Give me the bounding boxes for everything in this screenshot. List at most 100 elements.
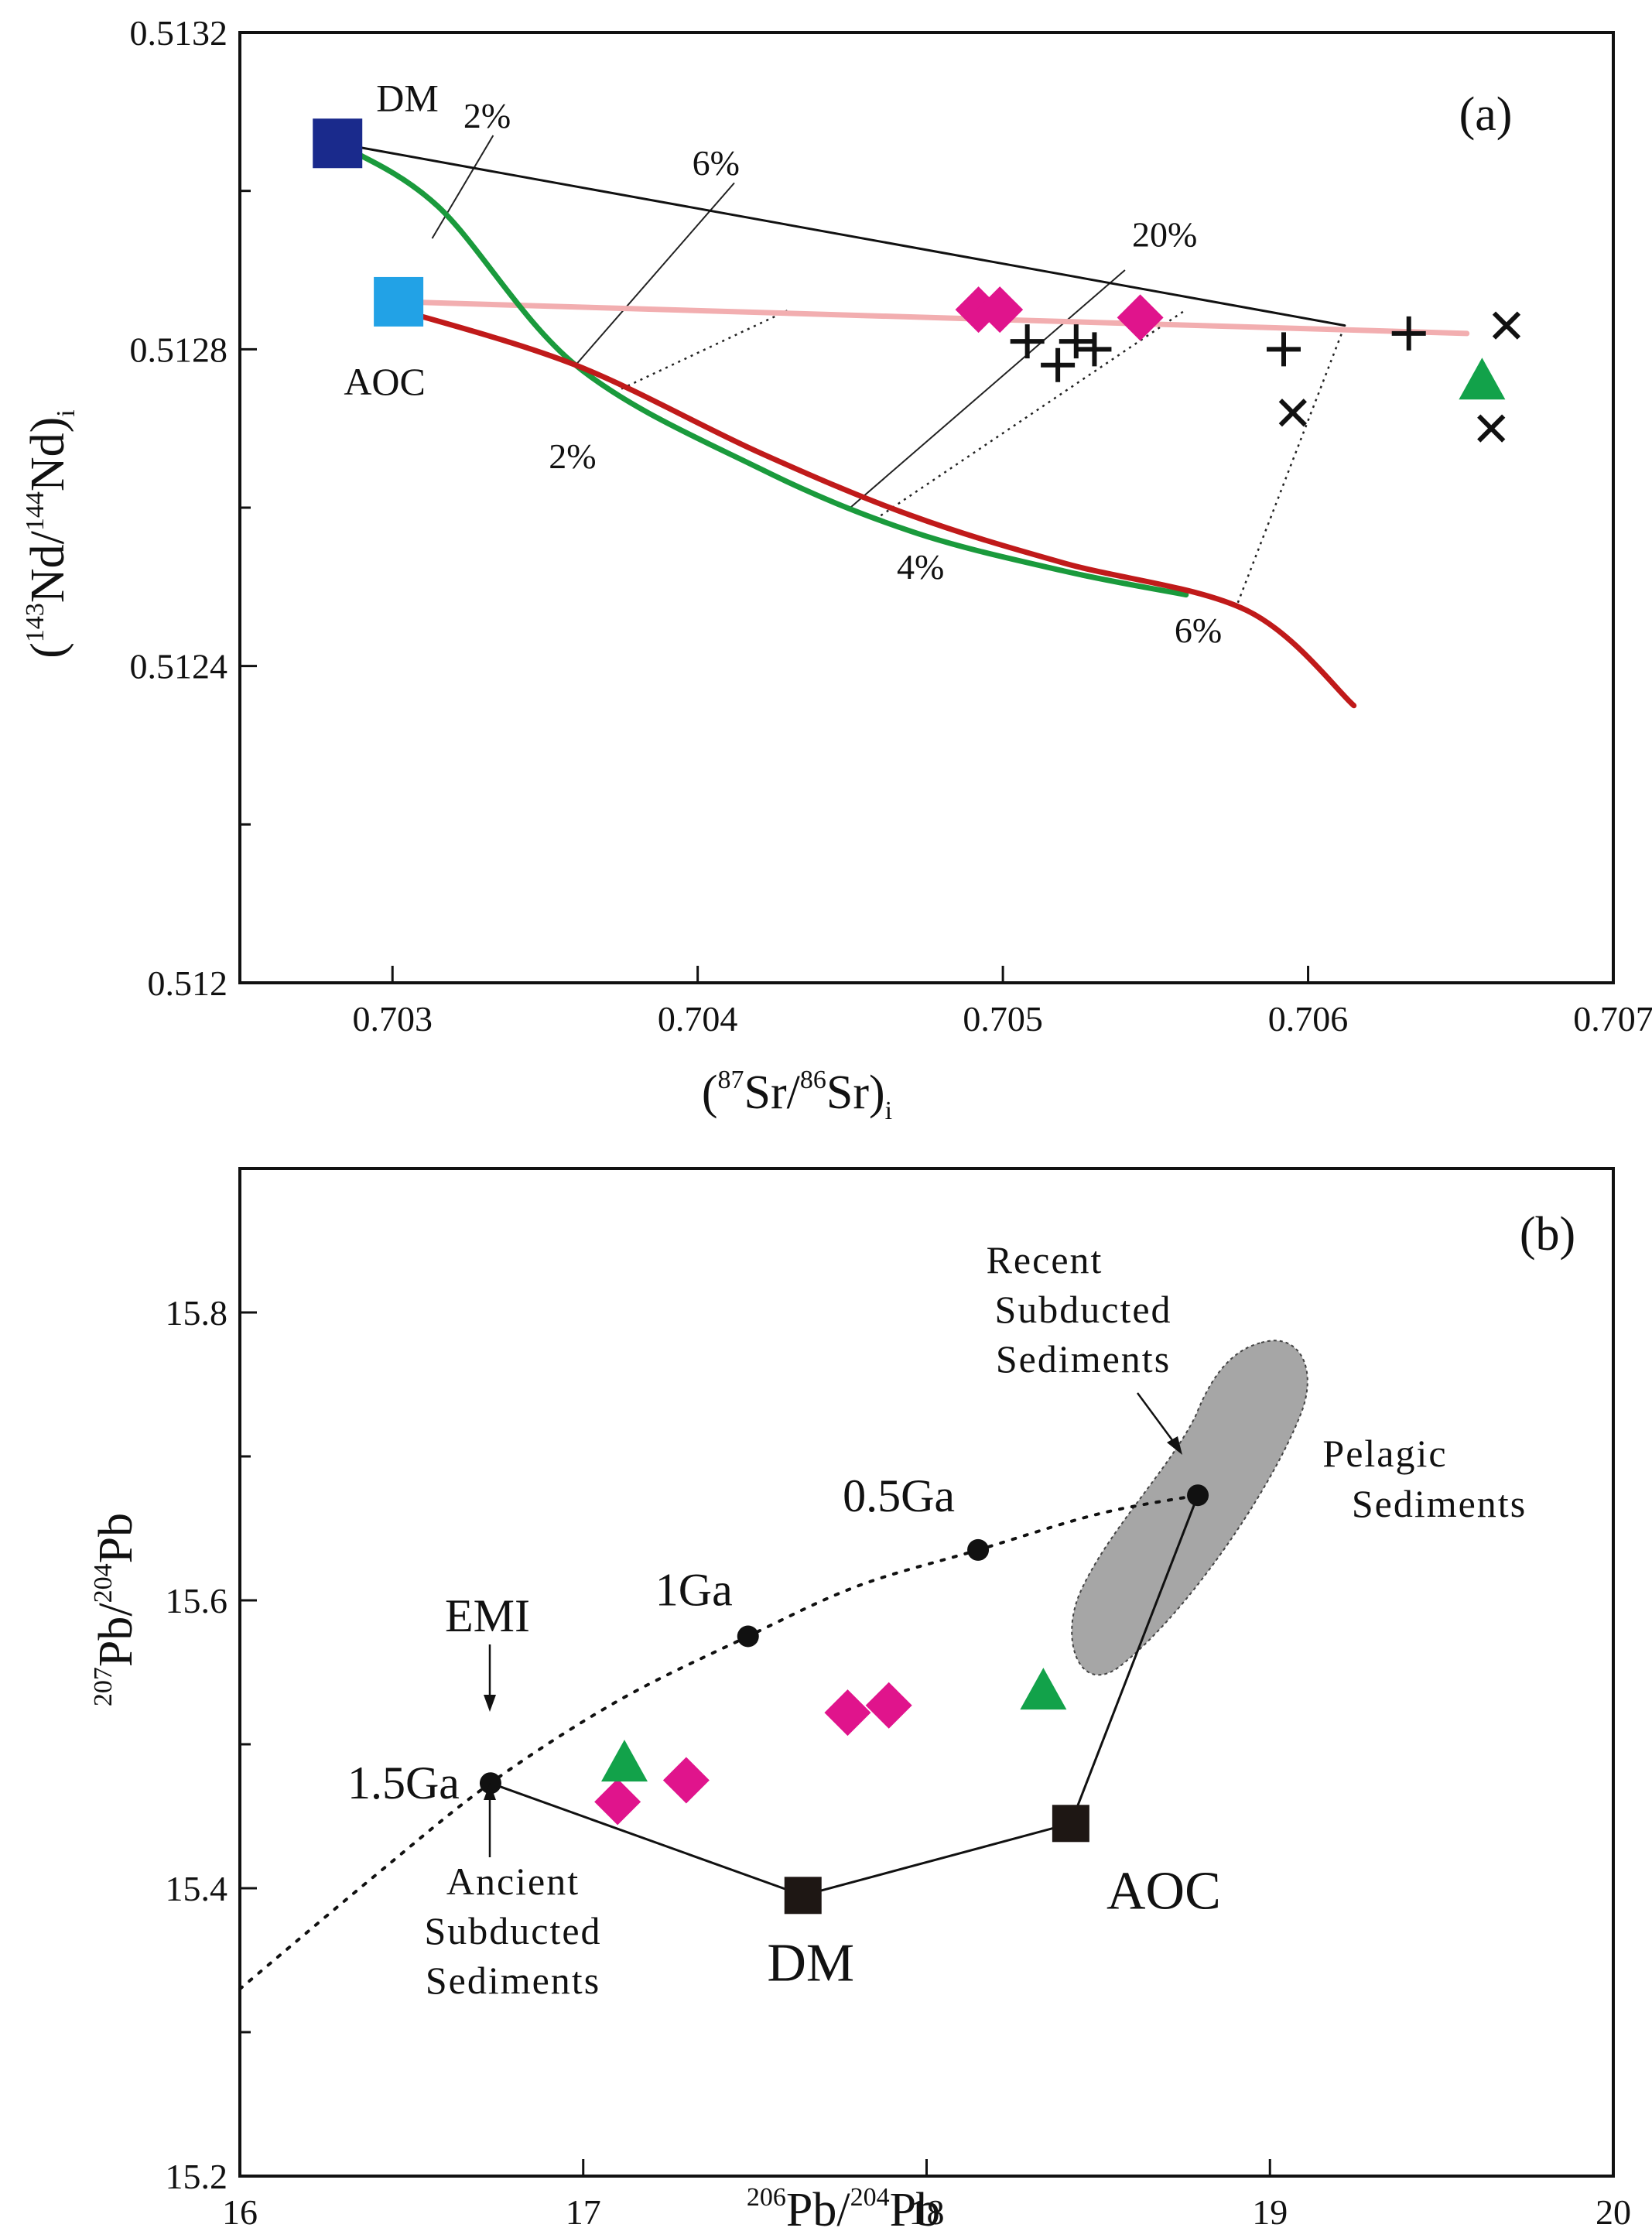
tie-line-dotted <box>621 309 790 390</box>
point-diamond <box>594 1778 641 1826</box>
point-cross <box>1492 311 1521 340</box>
y-tick-label-a: 0.512 <box>148 963 228 1003</box>
data-points-b <box>479 1484 1209 1915</box>
panel-label-a: (a) <box>1459 88 1513 141</box>
mixing-curve-0 <box>336 142 1346 327</box>
mixing-percent-label: 20% <box>1132 214 1197 254</box>
plot-frame-b <box>238 1167 1615 2178</box>
age-point <box>967 1538 990 1561</box>
x-tick-label-a: 0.707 <box>1573 999 1652 1039</box>
age-point <box>1187 1484 1209 1507</box>
y-tick-label-a: 0.5124 <box>130 647 228 686</box>
y-tick-label-a: 0.5128 <box>130 330 228 369</box>
point-diamond <box>824 1689 871 1737</box>
point-cross <box>1477 414 1506 443</box>
x-tick-label-b: 16 <box>222 2192 258 2232</box>
tie-line-solid <box>575 182 735 366</box>
point-plus <box>1010 324 1045 359</box>
pelagic-sediment-field <box>1071 1340 1308 1676</box>
tie-line-solid <box>431 135 494 239</box>
mixing-percent-label: 6% <box>693 143 740 183</box>
plot-frame-a <box>238 31 1615 984</box>
mixing-curve-3 <box>395 306 1357 709</box>
age-label: 1.5Ga <box>347 1757 460 1809</box>
endmember-label-dm: DM <box>376 76 439 119</box>
arrowhead-recent <box>1167 1436 1182 1455</box>
endmember-aoc <box>1052 1805 1089 1843</box>
age-label: 0.5Ga <box>843 1470 955 1521</box>
mixing-percent-label: 6% <box>1175 611 1222 650</box>
data-points-a <box>313 118 1521 443</box>
point-diamond <box>662 1757 710 1804</box>
endmember-label-aoc: AOC <box>1106 1861 1221 1921</box>
annotation-ancient-subducted-sediments: Subducted <box>424 1909 601 1952</box>
arrow-recent <box>1136 1392 1176 1444</box>
point-diamond <box>1117 294 1164 341</box>
arrowhead-ancient <box>484 1783 496 1800</box>
point-cross <box>1278 399 1307 427</box>
panel-b: 16 17 18 19 20 15.2 15.4 15.6 15.8 1.5Ga 1Ga 0.5Ga… <box>89 1167 1631 2236</box>
mixing-percent-label: 4% <box>897 547 944 587</box>
arrowhead-emi <box>484 1695 496 1712</box>
annotation-emi: EMI <box>445 1590 530 1641</box>
tie-line-solid <box>850 269 1126 508</box>
y-axis-title-a: (143Nd/144Nd)i <box>21 409 80 659</box>
annotation-ancient-subducted-sediments: Sediments <box>426 1959 600 2002</box>
x-axis-title-a: (87Sr/86Sr)i <box>702 1066 892 1125</box>
x-tick-label-a: 0.703 <box>352 999 433 1039</box>
axis-ticks-a: 0.703 0.704 0.705 0.706 0.707 0.512 0.5124 0.51… <box>130 13 1652 1039</box>
pelagic-sediment-field-shape <box>1071 1340 1308 1676</box>
point-plus <box>1077 332 1112 367</box>
mixing-curve-1 <box>395 299 1470 337</box>
x-tick-label-a: 0.706 <box>1268 999 1349 1039</box>
y-tick-label-a: 0.5132 <box>130 13 228 53</box>
x-tick-label-b: 20 <box>1596 2192 1631 2232</box>
annotation-ancient-subducted-sediments: Ancient <box>446 1860 580 1903</box>
growth-curve <box>238 1494 1200 1991</box>
curves-b <box>238 1494 1200 1991</box>
annotation-recent-subducted-sediments: Sediments <box>996 1337 1171 1381</box>
age-label: 1Ga <box>655 1565 733 1616</box>
endmember-label-dm: DM <box>767 1933 854 1993</box>
age-point <box>479 1772 501 1795</box>
annotation-recent-subducted-sediments: Recent <box>987 1238 1103 1282</box>
x-tick-label-b: 17 <box>566 2192 601 2232</box>
y-tick-label-b: 15.4 <box>166 1869 228 1908</box>
annotations-a: DM AOC 2% 6% 20% 2% 4% 6% <box>344 76 1222 650</box>
panel-label-b: (b) <box>1520 1208 1575 1261</box>
point-diamond <box>865 1682 912 1729</box>
annotations-b: 1.5Ga 1Ga 0.5Ga DM AOC EMI Ancient Subducted Sed… <box>347 1238 1527 2002</box>
endmember-dm <box>313 118 363 169</box>
tie-line-dotted <box>1236 325 1346 604</box>
point-plus <box>1059 324 1093 359</box>
annotation-recent-subducted-sediments: Subducted <box>994 1288 1171 1331</box>
point-diamond <box>976 286 1024 334</box>
annotation-pelagic-sediments: Pelagic <box>1322 1432 1447 1475</box>
endmember-label-aoc: AOC <box>344 360 426 403</box>
y-axis-title-b: 207Pb/204Pb <box>89 1513 142 1706</box>
point-plus <box>1267 332 1301 367</box>
x-tick-label-a: 0.704 <box>658 999 738 1039</box>
point-triangle <box>1459 358 1506 400</box>
y-tick-label-b: 15.8 <box>166 1293 228 1333</box>
point-triangle <box>1020 1668 1067 1710</box>
x-tick-label-a: 0.705 <box>963 999 1043 1039</box>
mixing-path <box>490 1494 1199 1897</box>
mixing-percent-label: 2% <box>463 96 511 135</box>
mixing-curves-a <box>334 135 1470 709</box>
endmember-aoc <box>374 276 424 327</box>
endmember-dm <box>784 1877 822 1915</box>
x-axis-title-b: 206Pb/204Pb <box>747 2183 940 2236</box>
x-tick-label-b: 18 <box>909 2192 945 2232</box>
x-tick-label-b: 19 <box>1252 2192 1288 2232</box>
panel-a: 0.703 0.704 0.705 0.706 0.707 0.512 0.5124 0.51… <box>21 13 1652 1125</box>
tie-line-dotted <box>880 309 1187 517</box>
point-plus <box>1041 347 1076 382</box>
mixing-percent-label: 2% <box>549 436 596 476</box>
mixing-curve-2 <box>334 140 1189 598</box>
y-tick-label-b: 15.2 <box>166 2157 228 2196</box>
annotation-pelagic-sediments: Sediments <box>1352 1482 1527 1525</box>
point-triangle <box>601 1740 648 1782</box>
y-tick-label-b: 15.6 <box>166 1581 228 1620</box>
